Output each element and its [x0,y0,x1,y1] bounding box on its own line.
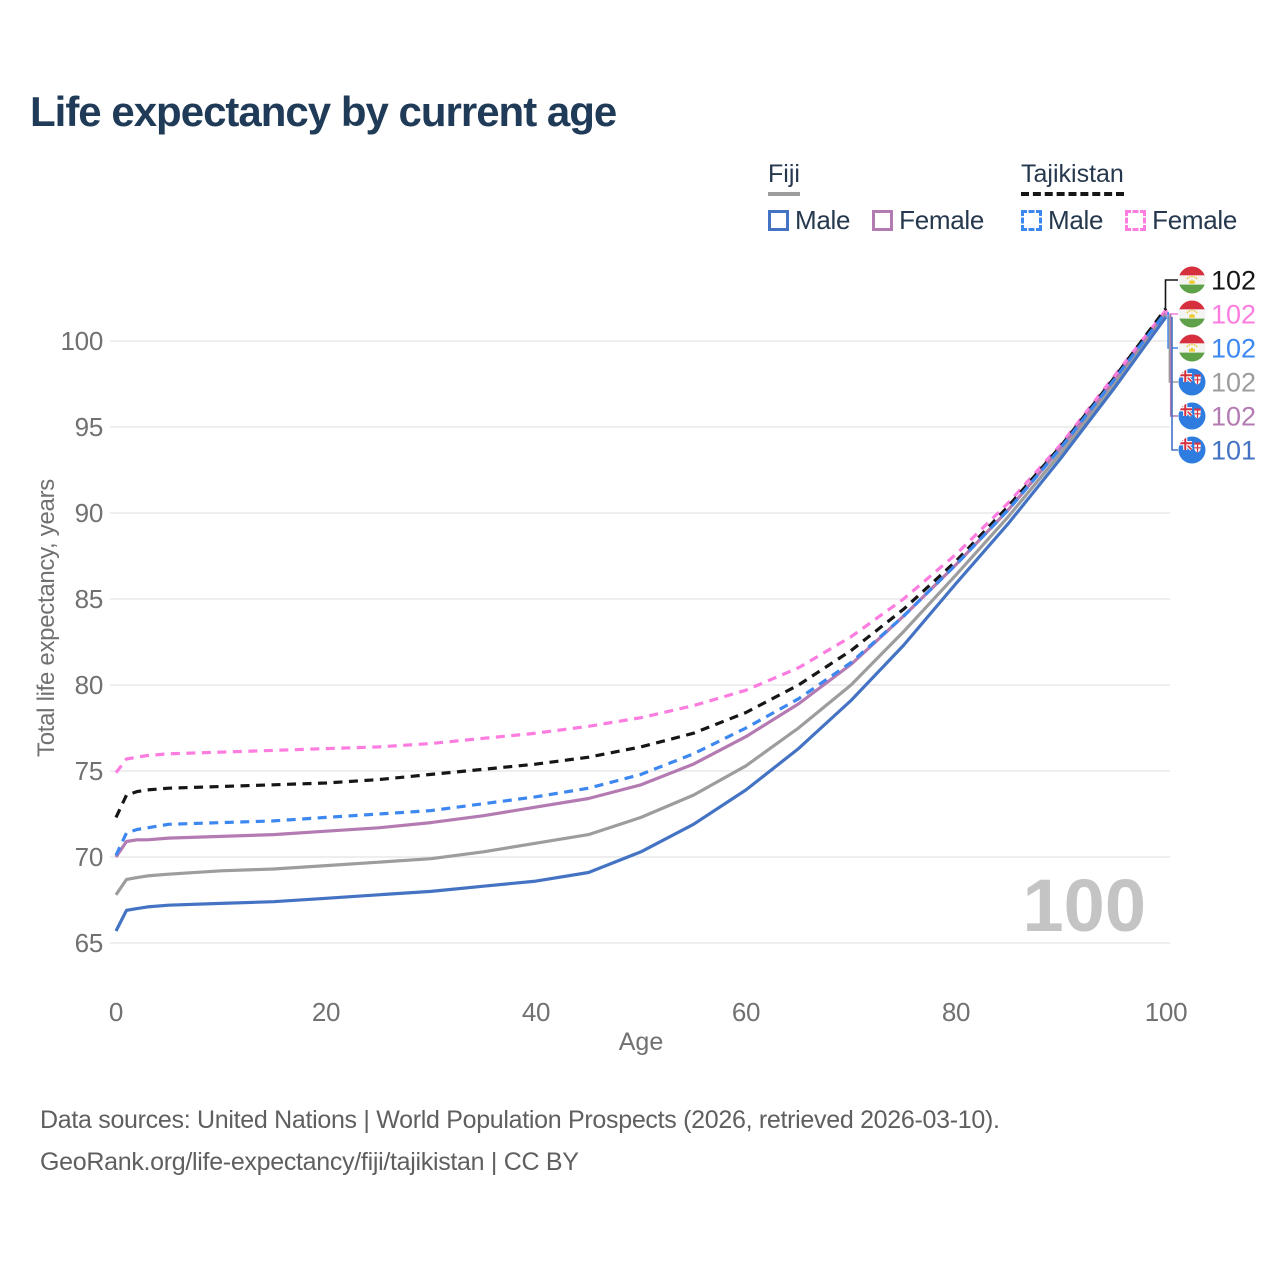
y-tick-label: 95 [74,412,104,442]
x-tick-label: 60 [731,997,761,1027]
legend-items-tajikistan: Male Female [1021,205,1259,236]
age-counter-watermark: 100 [1022,864,1146,947]
x-tick-label: 20 [311,997,341,1027]
x-axis-title: Age [618,1028,664,1056]
legend-group-title-fiji[interactable]: Fiji [768,160,800,196]
end-label-value: 102 [1211,266,1256,296]
tajikistan-flag-icon [1178,334,1206,362]
legend-label-fiji-female: Female [899,205,985,235]
end-label-leader [1164,279,1178,309]
legend-group-title-tajikistan[interactable]: Tajikistan [1021,160,1124,196]
tajikistan-flag-icon [1178,266,1206,294]
series-line-fiji-both [114,314,1168,896]
fiji-flag-icon [1178,402,1206,430]
series-line-tajikistan-female [114,309,1168,774]
legend-item-fiji-male[interactable]: Male [768,205,850,236]
legend-label-fiji-male: Male [795,205,851,235]
legend-item-tajikistan-male[interactable]: Male [1021,205,1103,236]
data-sources-note: Data sources: United Nations | World Pop… [40,1106,1000,1134]
legend-item-fiji-female[interactable]: Female [872,205,984,236]
tajikistan-flag-icon [1178,300,1206,328]
legend-group-tajikistan: Tajikistan Male Female [1021,160,1259,236]
end-label-value: 102 [1211,402,1256,432]
y-tick-label: 70 [74,842,104,872]
attribution-link[interactable]: GeoRank.org/life-expectancy/fiji/tajikis… [40,1148,579,1176]
tajikistan-male-swatch-icon [1021,210,1042,231]
page-title: Life expectancy by current age [30,88,617,135]
end-label-leader [1166,310,1178,315]
end-label-value: 102 [1211,334,1256,364]
legend-item-tajikistan-female[interactable]: Female [1125,205,1237,236]
end-label-leader [1171,316,1178,451]
y-tick-label: 80 [74,670,104,700]
end-label-value: 102 [1211,300,1256,330]
legend-items-fiji: Male Female [768,205,1006,236]
legend-group-fiji: Fiji Male Female [768,160,1006,236]
tajikistan-female-swatch-icon [1125,210,1147,231]
end-label-value: 101 [1211,436,1256,466]
y-tick-label: 65 [74,928,104,958]
series-line-fiji-female [114,312,1168,858]
end-label-value: 102 [1211,368,1256,398]
y-tick-label: 85 [74,584,104,614]
x-tick-label: 80 [941,997,971,1027]
fiji-flag-icon [1178,436,1206,464]
y-tick-label: 75 [74,756,104,786]
y-tick-label: 90 [74,498,104,528]
end-label-leader [1167,311,1178,349]
end-label-leader [1168,315,1178,383]
legend-label-tajikistan-female: Female [1152,205,1238,235]
fiji-male-swatch-icon [768,210,789,231]
series-line-fiji-male [114,315,1168,932]
x-tick-label: 100 [1144,997,1188,1027]
series-line-tajikistan-both [114,307,1168,819]
y-tick-label: 100 [60,326,104,356]
x-tick-label: 0 [108,997,124,1027]
x-tick-label: 40 [521,997,551,1027]
fiji-flag-icon [1178,368,1206,396]
end-label-leader [1169,313,1178,417]
legend-label-tajikistan-male: Male [1048,205,1104,235]
series-line-tajikistan-male [114,310,1168,856]
fiji-female-swatch-icon [872,210,894,231]
